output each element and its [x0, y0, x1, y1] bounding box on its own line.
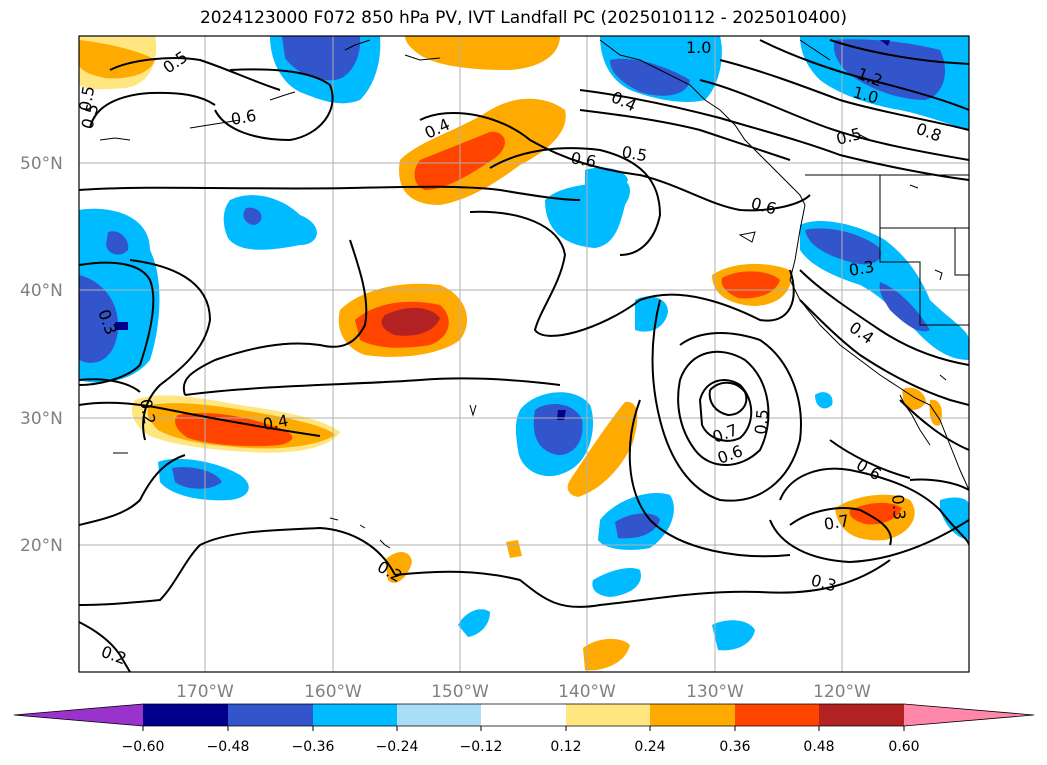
colorbar-extend-left [14, 704, 143, 726]
contour-label: 0.4 [846, 318, 878, 348]
colorbar-segment [566, 704, 650, 726]
contour-label: 0.5 [159, 47, 191, 77]
longitude-labels: 170°W 160°W 150°W 140°W 130°W 120°W [176, 682, 871, 702]
colorbar-extend-right [904, 704, 1034, 726]
pv-fill-positive [79, 36, 942, 671]
colorbar-ticks [142, 726, 905, 731]
contour-label: 1.0 [686, 38, 711, 57]
colorbar-tick-label: −0.60 [122, 739, 165, 755]
colorbar-tick-labels: −0.60 −0.48 −0.36 −0.24 −0.12 0.12 0.24 … [122, 739, 920, 755]
contour-label: 0.6 [229, 106, 257, 129]
contour-label: 0.7 [822, 511, 850, 534]
contour-label: 0.2 [136, 397, 159, 425]
lon-label: 160°W [304, 682, 362, 702]
latitude-labels: 50°N 40°N 30°N 20°N [20, 154, 63, 556]
map-frame [78, 35, 970, 673]
lon-label: 140°W [558, 682, 616, 702]
contour-label: 0.6 [569, 148, 597, 171]
gridlines [79, 36, 969, 672]
colorbar-segment [228, 704, 313, 726]
colorbar-tick-label: 0.24 [634, 739, 665, 755]
map-title: 2024123000 F072 850 hPa PV, IVT Landfall… [199, 8, 847, 28]
colorbar-segment [397, 704, 481, 726]
colorbar-tick-label: −0.48 [207, 739, 250, 755]
contour-label: 0.4 [261, 411, 289, 434]
contour-label: 0.5 [78, 102, 103, 132]
contour-label: 0.3 [847, 257, 875, 280]
colorbar-tick-label: 0.60 [888, 739, 919, 755]
colorbar: −0.60 −0.48 −0.36 −0.24 −0.12 0.12 0.24 … [13, 703, 1035, 755]
lon-label: 170°W [176, 682, 234, 702]
colorbar-tick-label: 0.36 [719, 739, 750, 755]
colorbar-tick-label: −0.24 [376, 739, 419, 755]
contour-label: 0.6 [749, 194, 779, 219]
lat-label: 50°N [20, 154, 63, 174]
contour-label: 0.3 [809, 571, 839, 596]
lat-label: 20°N [20, 536, 63, 556]
lon-label: 120°W [813, 682, 871, 702]
lat-label: 40°N [20, 281, 63, 301]
colorbar-segment [143, 704, 228, 726]
contour-label: 0.5 [834, 124, 864, 149]
contour-label: 0.5 [751, 408, 772, 435]
colorbar-segment [313, 704, 397, 726]
coastlines [99, 39, 969, 549]
colorbar-tick-label: −0.12 [460, 739, 503, 755]
contour-label: 0.5 [75, 84, 98, 112]
colorbar-segment [481, 704, 566, 726]
colorbar-segment [735, 704, 819, 726]
contour-label: 0.3 [888, 494, 909, 521]
map-plot-area: 1.0 1.2 1.0 0.8 0.5 0.4 0.6 0.5 0.4 0.6 … [75, 36, 969, 672]
ivt-contours [79, 39, 969, 672]
colorbar-segment [650, 704, 735, 726]
contour-label: 0.6 [853, 455, 885, 484]
colorbar-tick-label: 0.12 [550, 739, 581, 755]
lon-label: 150°W [431, 682, 489, 702]
colorbar-tick-label: 0.48 [803, 739, 834, 755]
lat-label: 30°N [20, 409, 63, 429]
colorbar-segment [819, 704, 904, 726]
lon-label: 130°W [686, 682, 744, 702]
contour-label: 0.5 [620, 142, 648, 165]
colorbar-tick-label: −0.36 [292, 739, 335, 755]
